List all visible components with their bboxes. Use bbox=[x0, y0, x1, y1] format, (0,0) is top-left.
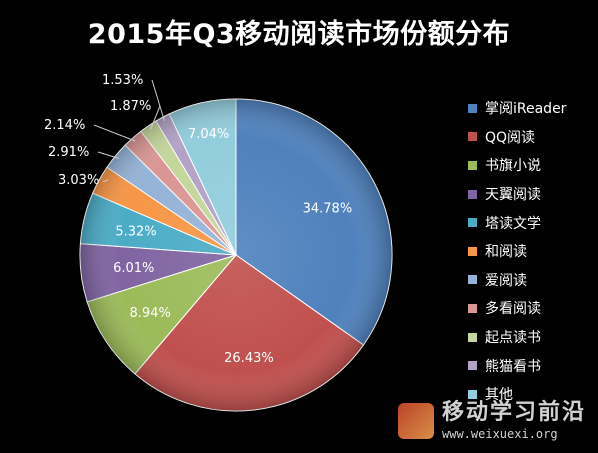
legend-item-天翼阅读: 天翼阅读 bbox=[468, 180, 566, 209]
legend-label: QQ阅读 bbox=[485, 129, 536, 146]
legend-item-塔读文学: 塔读文学 bbox=[468, 208, 566, 237]
chart-legend: 掌阅iReader QQ阅读书旗小说天翼阅读塔读文学和阅读爱阅读多看阅读起点读书熊… bbox=[468, 94, 566, 409]
legend-swatch bbox=[468, 246, 477, 256]
slice-label-爱阅读: 2.91% bbox=[48, 145, 89, 160]
legend-label: 起点读书 bbox=[485, 330, 541, 347]
legend-swatch bbox=[468, 303, 477, 313]
legend-label: 熊猫看书 bbox=[485, 358, 541, 375]
leader-line-起点读书 bbox=[150, 105, 161, 130]
slice-label-多看阅读: 2.14% bbox=[44, 118, 85, 133]
leader-line-多看阅读 bbox=[93, 124, 136, 142]
slice-label-掌阅ireader: 34.78% bbox=[303, 202, 353, 217]
legend-label: 掌阅iReader bbox=[485, 101, 567, 118]
slice-label-起点读书: 1.87% bbox=[110, 99, 151, 114]
chart-title: 2015年Q3移动阅读市场份额分布 bbox=[87, 19, 511, 50]
legend-swatch bbox=[468, 103, 477, 113]
slice-label-qq阅读: 26.43% bbox=[224, 351, 274, 366]
slice-label-和阅读: 3.03% bbox=[58, 173, 99, 188]
slice-label-天翼阅读: 6.01% bbox=[113, 261, 154, 276]
legend-item-掌阅ireader: 掌阅iReader bbox=[468, 94, 566, 123]
legend-item-熊猫看书: 熊猫看书 bbox=[468, 351, 566, 380]
leader-line-和阅读 bbox=[102, 179, 109, 183]
legend-swatch bbox=[468, 332, 477, 342]
watermark-url: www.weixuexi.org bbox=[442, 427, 558, 441]
slice-label-书旗小说: 8.94% bbox=[130, 306, 171, 321]
legend-item-qq阅读: QQ阅读 bbox=[468, 123, 566, 152]
legend-item-多看阅读: 多看阅读 bbox=[468, 294, 566, 323]
legend-label: 书旗小说 bbox=[485, 158, 541, 175]
legend-label: 其他 bbox=[485, 387, 513, 404]
legend-label: 天翼阅读 bbox=[485, 187, 541, 204]
legend-label: 塔读文学 bbox=[485, 215, 541, 232]
watermark: 移动学习前沿 www.weixuexi.org bbox=[398, 402, 586, 440]
slice-label-熊猫看书: 1.53% bbox=[102, 73, 143, 88]
legend-swatch bbox=[468, 218, 477, 228]
legend-label: 爱阅读 bbox=[485, 272, 527, 289]
legend-swatch bbox=[468, 132, 477, 142]
legend-item-爱阅读: 爱阅读 bbox=[468, 266, 566, 295]
legend-item-书旗小说: 书旗小说 bbox=[468, 151, 566, 180]
slice-label-塔读文学: 5.32% bbox=[115, 225, 156, 240]
leader-line-熊猫看书 bbox=[151, 79, 165, 122]
legend-label: 多看阅读 bbox=[485, 301, 541, 318]
legend-swatch bbox=[468, 361, 477, 371]
legend-label: 和阅读 bbox=[485, 244, 527, 261]
leader-line-爱阅读 bbox=[97, 151, 119, 159]
legend-item-其他: 其他 bbox=[468, 380, 566, 409]
legend-swatch bbox=[468, 189, 477, 199]
watermark-logo-icon bbox=[398, 403, 434, 439]
legend-swatch bbox=[468, 275, 477, 285]
slice-label-其他: 7.04% bbox=[188, 127, 229, 142]
legend-item-和阅读: 和阅读 bbox=[468, 237, 566, 266]
legend-swatch bbox=[468, 160, 477, 170]
legend-item-起点读书: 起点读书 bbox=[468, 323, 566, 352]
legend-swatch bbox=[468, 389, 477, 399]
watermark-name: 移动学习前沿 bbox=[442, 400, 587, 425]
